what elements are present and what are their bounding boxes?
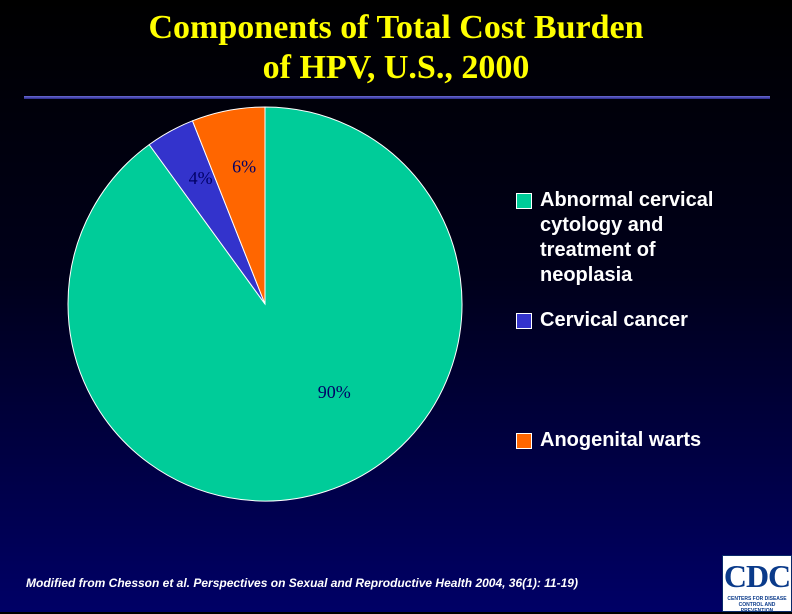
title-divider [24, 96, 770, 99]
cdc-logo-subtext: CENTERS FOR DISEASE CONTROL AND PREVENTI… [727, 596, 787, 614]
page-title: Components of Total Cost Burden of HPV, … [0, 8, 792, 88]
legend-swatch-warts [516, 433, 532, 449]
pie-label-2: 6% [232, 157, 256, 177]
cdc-logo: CDC CENTERS FOR DISEASE CONTROL AND PREV… [722, 555, 792, 614]
legend-item-cytology: Abnormal cervical cytology and treatment… [516, 188, 740, 288]
legend-label-cervical-cancer: Cervical cancer [540, 309, 688, 331]
source-citation: Modified from Chesson et al. Perspective… [26, 576, 578, 590]
legend-item-cervical-cancer: Cervical cancer [516, 308, 740, 333]
legend-label-cytology: Abnormal cervical cytology and treatment… [540, 189, 714, 286]
title-line-1: Components of Total Cost Burden [148, 9, 644, 46]
cdc-logo-text: CDC [723, 558, 791, 594]
pie-slice-2 [191, 106, 266, 305]
legend-swatch-cervical-cancer [516, 313, 532, 329]
title-line-2: of HPV, U.S., 2000 [262, 49, 530, 86]
legend-label-warts: Anogenital warts [540, 429, 702, 451]
pie-label-1: 4% [189, 168, 213, 188]
pie-label-0: 90% [318, 382, 351, 402]
legend-swatch-cytology [516, 193, 532, 209]
legend-item-warts: Anogenital warts [516, 428, 740, 453]
